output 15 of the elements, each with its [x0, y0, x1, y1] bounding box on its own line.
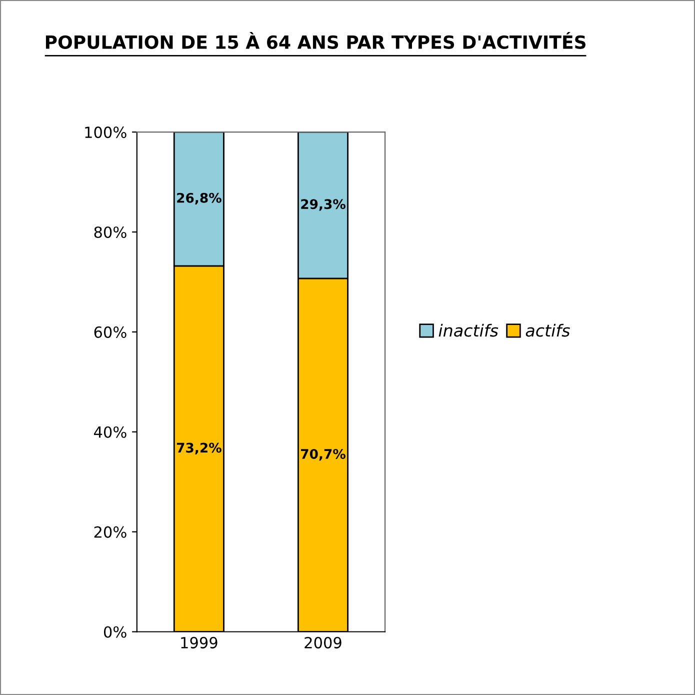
- y-tick-label: 100%: [85, 126, 126, 138]
- data-label: 70,7%: [300, 448, 346, 461]
- y-tick-label: 20%: [94, 526, 126, 538]
- data-label: 26,8%: [177, 192, 222, 205]
- data-label: 73,2%: [176, 442, 222, 454]
- x-tick-label: 2009: [304, 636, 342, 648]
- y-tick-label: 80%: [94, 226, 126, 238]
- chart-title: POPULATION DE 15 À 64 ANS PAR TYPES D'ACTIVITÉS: [46, 32, 586, 49]
- legend-label: inactifs: [438, 324, 498, 337]
- legend-label: actifs: [526, 324, 570, 337]
- y-tick-label: 0%: [104, 626, 126, 638]
- y-tick-label: 40%: [94, 426, 126, 438]
- y-tick-label: 60%: [94, 326, 126, 338]
- x-tick-label: 1999: [181, 636, 218, 648]
- data-label: 29,3%: [301, 199, 346, 211]
